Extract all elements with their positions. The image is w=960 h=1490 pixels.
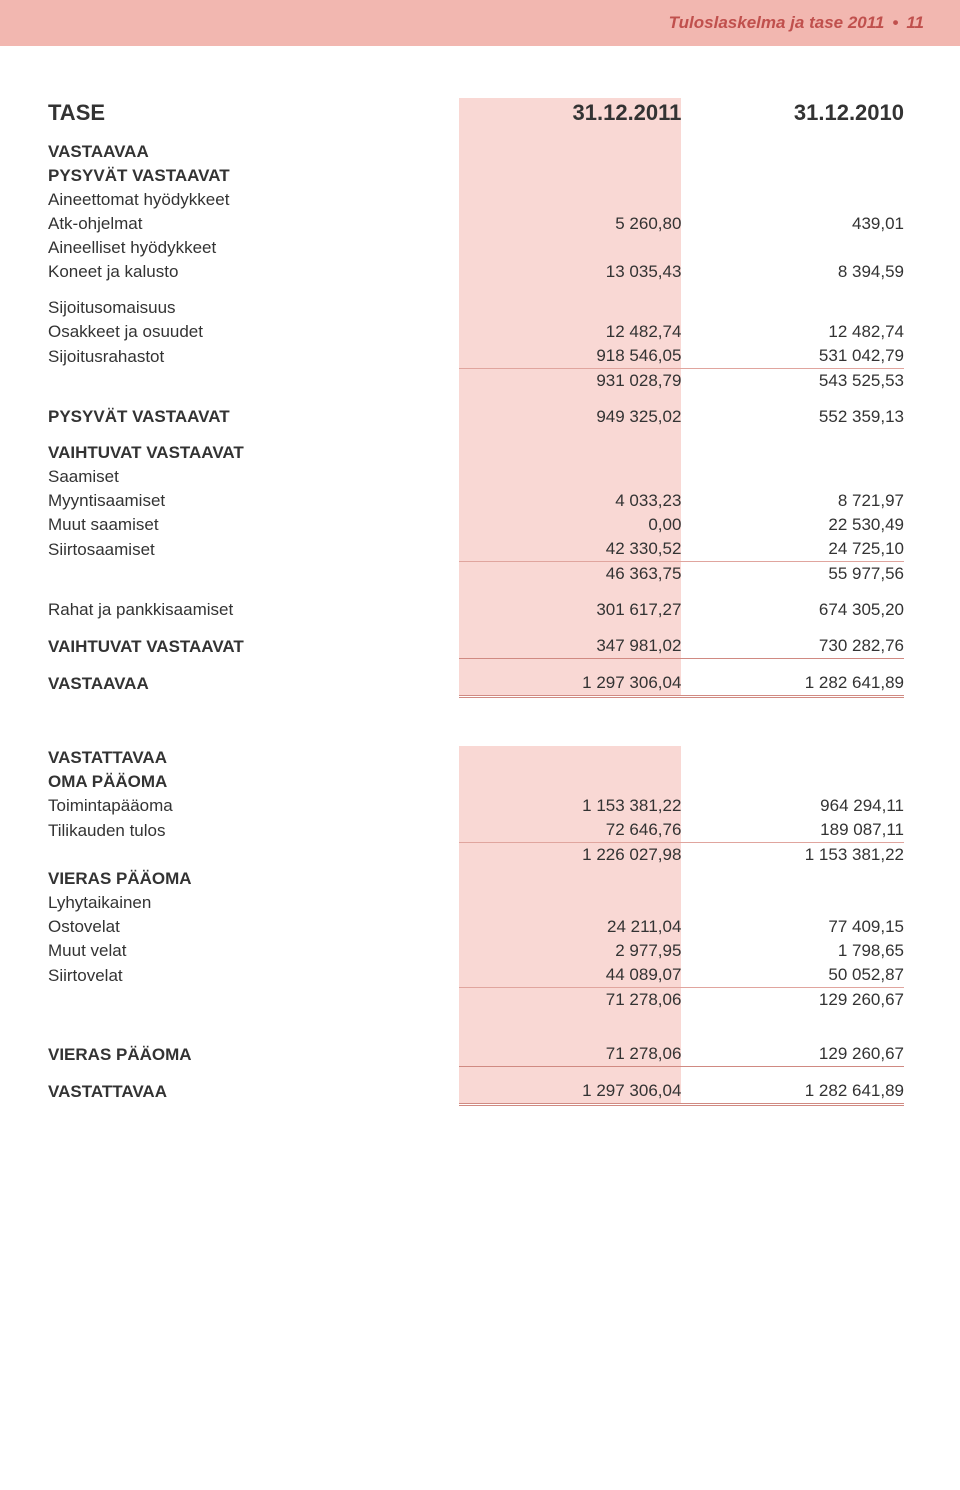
header-page-number: 11 [906,13,924,33]
section-vaihtuvat: VAIHTUVAT VASTAAVAT [48,441,459,465]
row-ostovelat: Ostovelat 24 211,04 77 409,15 [48,915,904,939]
row-aineelliset: Aineelliset hyödykkeet [48,236,459,260]
table-title: TASE [48,98,459,128]
balance-sheet-table: TASE 31.12.2011 31.12.2010 VASTAAVAA PYS… [48,98,904,1106]
page-header: Tuloslaskelma ja tase 2011 • 11 [0,0,960,46]
row-sij-sum: 931 028,79 543 525,53 [48,369,904,394]
row-tilikauden: Tilikauden tulos 72 646,76 189 087,11 [48,818,904,843]
row-rahat: Rahat ja pankkisaamiset 301 617,27 674 3… [48,598,904,622]
row-toimintapaaoma: Toimintapääoma 1 153 381,22 964 294,11 [48,794,904,818]
row-vaihtuvat-sum: VAIHTUVAT VASTAAVAT 347 981,02 730 282,7… [48,634,904,659]
row-osakkeet: Osakkeet ja osuudet 12 482,74 12 482,74 [48,320,904,344]
row-sijoitusrahastot: Sijoitusrahastot 918 546,05 531 042,79 [48,344,904,369]
row-saam-sum: 46 363,75 55 977,56 [48,562,904,587]
row-vastattavaa-sum: VASTATTAVAA 1 297 306,04 1 282 641,89 [48,1079,904,1105]
row-vieras-sub: 71 278,06 129 260,67 [48,988,904,1013]
row-atk: Atk-ohjelmat 5 260,80 439,01 [48,212,904,236]
section-vieras-paaoma: VIERAS PÄÄOMA [48,867,459,891]
col1-header: 31.12.2011 [459,98,682,128]
row-koneet: Koneet ja kalusto 13 035,43 8 394,59 [48,260,904,284]
section-oma-paaoma: OMA PÄÄOMA [48,770,459,794]
row-lyhytaikainen: Lyhytaikainen [48,891,459,915]
row-vastaavaa-sum: VASTAAVAA 1 297 306,04 1 282 641,89 [48,671,904,697]
row-muut-saamiset: Muut saamiset 0,00 22 530,49 [48,513,904,537]
section-vastaavaa: VASTAAVAA [48,140,459,164]
row-myyntisaamiset: Myyntisaamiset 4 033,23 8 721,97 [48,489,904,513]
row-saamiset: Saamiset [48,465,459,489]
header-title: Tuloslaskelma ja tase 2011 [669,13,885,33]
col2-header: 31.12.2010 [681,98,904,128]
row-pysyvat-sum: PYSYVÄT VASTAAVAT 949 325,02 552 359,13 [48,405,904,429]
title-row: TASE 31.12.2011 31.12.2010 [48,98,904,128]
row-siirtosaamiset: Siirtosaamiset 42 330,52 24 725,10 [48,537,904,562]
row-aineettomat: Aineettomat hyödykkeet [48,188,459,212]
balance-sheet: TASE 31.12.2011 31.12.2010 VASTAAVAA PYS… [0,46,960,1106]
section-pysyvat: PYSYVÄT VASTAAVAT [48,164,459,188]
section-vastattavaa: VASTATTAVAA [48,746,459,770]
row-sijoitusomaisuus: Sijoitusomaisuus [48,296,459,320]
header-bullet: • [892,13,898,33]
row-oma-sum: 1 226 027,98 1 153 381,22 [48,843,904,868]
row-muut-velat: Muut velat 2 977,95 1 798,65 [48,939,904,963]
row-siirtovelat: Siirtovelat 44 089,07 50 052,87 [48,963,904,988]
row-vieras-sum: VIERAS PÄÄOMA 71 278,06 129 260,67 [48,1042,904,1067]
